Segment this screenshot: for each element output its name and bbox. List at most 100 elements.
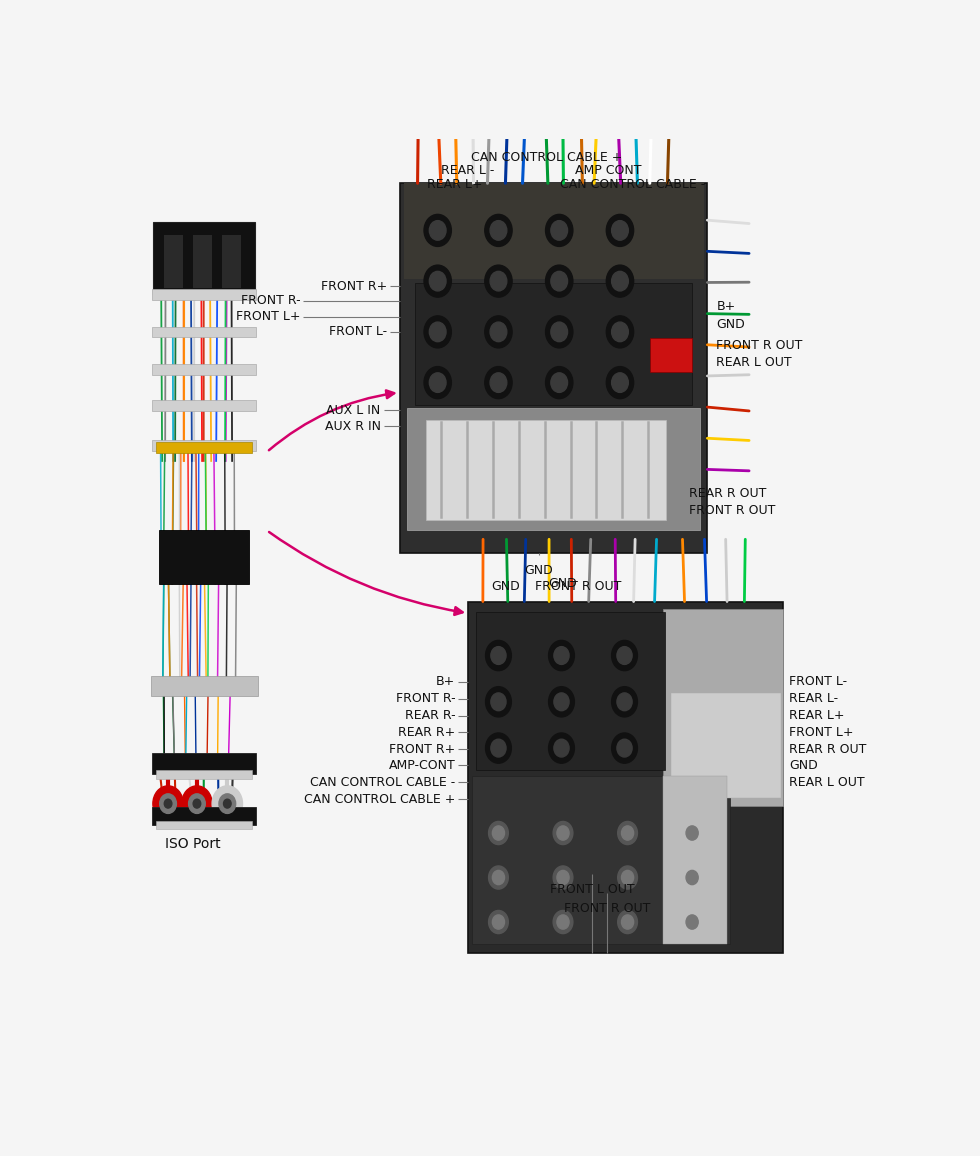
- Circle shape: [491, 739, 506, 757]
- Circle shape: [551, 221, 567, 240]
- Circle shape: [551, 272, 567, 291]
- Text: GND: GND: [524, 564, 553, 577]
- Circle shape: [612, 640, 637, 670]
- Circle shape: [424, 214, 452, 246]
- FancyBboxPatch shape: [152, 753, 256, 775]
- Circle shape: [607, 214, 634, 246]
- Text: AUX R IN: AUX R IN: [324, 420, 380, 432]
- Circle shape: [489, 822, 509, 845]
- Circle shape: [485, 687, 512, 717]
- Text: FRONT L+: FRONT L+: [789, 726, 854, 739]
- Text: REAR R-: REAR R-: [405, 709, 455, 722]
- FancyBboxPatch shape: [165, 235, 183, 288]
- Circle shape: [485, 265, 513, 297]
- Circle shape: [682, 866, 702, 889]
- Circle shape: [223, 799, 231, 808]
- Circle shape: [557, 825, 569, 840]
- Text: B+: B+: [436, 675, 455, 688]
- Circle shape: [557, 914, 569, 929]
- Circle shape: [424, 265, 452, 297]
- FancyBboxPatch shape: [472, 776, 730, 944]
- Text: FRONT R OUT: FRONT R OUT: [689, 504, 775, 517]
- Text: REAR L OUT: REAR L OUT: [789, 776, 865, 788]
- Text: CAN CONTROL CABLE +: CAN CONTROL CABLE +: [470, 150, 622, 164]
- Text: FRONT L-: FRONT L-: [789, 675, 848, 688]
- Circle shape: [612, 373, 628, 392]
- Circle shape: [490, 323, 507, 342]
- Circle shape: [607, 265, 634, 297]
- FancyBboxPatch shape: [159, 531, 249, 584]
- Text: GND: GND: [789, 758, 818, 772]
- Circle shape: [612, 687, 637, 717]
- Circle shape: [686, 870, 698, 884]
- Text: AMP-CONT: AMP-CONT: [388, 758, 455, 772]
- FancyBboxPatch shape: [663, 608, 783, 806]
- Circle shape: [557, 870, 569, 884]
- Text: B+: B+: [716, 301, 736, 313]
- Circle shape: [153, 786, 183, 822]
- Circle shape: [617, 739, 632, 757]
- Text: FRONT R-: FRONT R-: [241, 295, 300, 307]
- Circle shape: [549, 733, 574, 763]
- FancyBboxPatch shape: [404, 183, 704, 280]
- FancyBboxPatch shape: [468, 601, 783, 954]
- Text: AMP CONT: AMP CONT: [575, 164, 642, 177]
- Text: AUX L IN: AUX L IN: [326, 403, 380, 416]
- Circle shape: [686, 825, 698, 840]
- Circle shape: [682, 911, 702, 934]
- Circle shape: [490, 373, 507, 392]
- FancyBboxPatch shape: [152, 440, 256, 451]
- Circle shape: [612, 323, 628, 342]
- Circle shape: [617, 692, 632, 711]
- Circle shape: [485, 733, 512, 763]
- FancyBboxPatch shape: [156, 770, 253, 779]
- FancyBboxPatch shape: [152, 364, 256, 375]
- Circle shape: [682, 822, 702, 845]
- Text: REAR R OUT: REAR R OUT: [789, 743, 866, 756]
- Circle shape: [546, 265, 573, 297]
- FancyBboxPatch shape: [152, 326, 256, 338]
- FancyBboxPatch shape: [152, 807, 256, 825]
- Circle shape: [219, 794, 235, 814]
- FancyBboxPatch shape: [152, 400, 256, 412]
- Text: GND: GND: [716, 318, 745, 332]
- Text: FRONT R OUT: FRONT R OUT: [564, 902, 651, 914]
- Text: FRONT L+: FRONT L+: [236, 310, 300, 324]
- Circle shape: [491, 692, 506, 711]
- Circle shape: [554, 646, 569, 665]
- Circle shape: [165, 799, 172, 808]
- Circle shape: [485, 640, 512, 670]
- Circle shape: [617, 822, 637, 845]
- Circle shape: [490, 272, 507, 291]
- Text: ISO Port: ISO Port: [165, 837, 220, 852]
- Text: REAR R OUT: REAR R OUT: [689, 488, 766, 501]
- Circle shape: [485, 316, 513, 348]
- Circle shape: [489, 911, 509, 934]
- Circle shape: [607, 366, 634, 399]
- Text: GND: GND: [549, 577, 577, 590]
- FancyBboxPatch shape: [651, 338, 692, 371]
- Circle shape: [492, 870, 505, 884]
- FancyBboxPatch shape: [153, 222, 256, 295]
- Circle shape: [553, 866, 573, 889]
- Circle shape: [551, 373, 567, 392]
- FancyBboxPatch shape: [426, 420, 665, 520]
- Circle shape: [553, 822, 573, 845]
- Text: FRONT R-: FRONT R-: [396, 692, 455, 705]
- Text: REAR L+: REAR L+: [426, 178, 482, 191]
- Text: FRONT R+: FRONT R+: [389, 743, 455, 756]
- Circle shape: [181, 786, 212, 822]
- Circle shape: [686, 914, 698, 929]
- FancyBboxPatch shape: [475, 613, 664, 770]
- Circle shape: [492, 825, 505, 840]
- Text: FRONT R OUT: FRONT R OUT: [535, 580, 621, 593]
- Circle shape: [617, 911, 637, 934]
- Circle shape: [160, 794, 176, 814]
- Text: FRONT L-: FRONT L-: [328, 325, 387, 339]
- Circle shape: [491, 646, 506, 665]
- FancyBboxPatch shape: [671, 692, 781, 799]
- Circle shape: [607, 316, 634, 348]
- Circle shape: [546, 316, 573, 348]
- Circle shape: [429, 373, 446, 392]
- Circle shape: [429, 221, 446, 240]
